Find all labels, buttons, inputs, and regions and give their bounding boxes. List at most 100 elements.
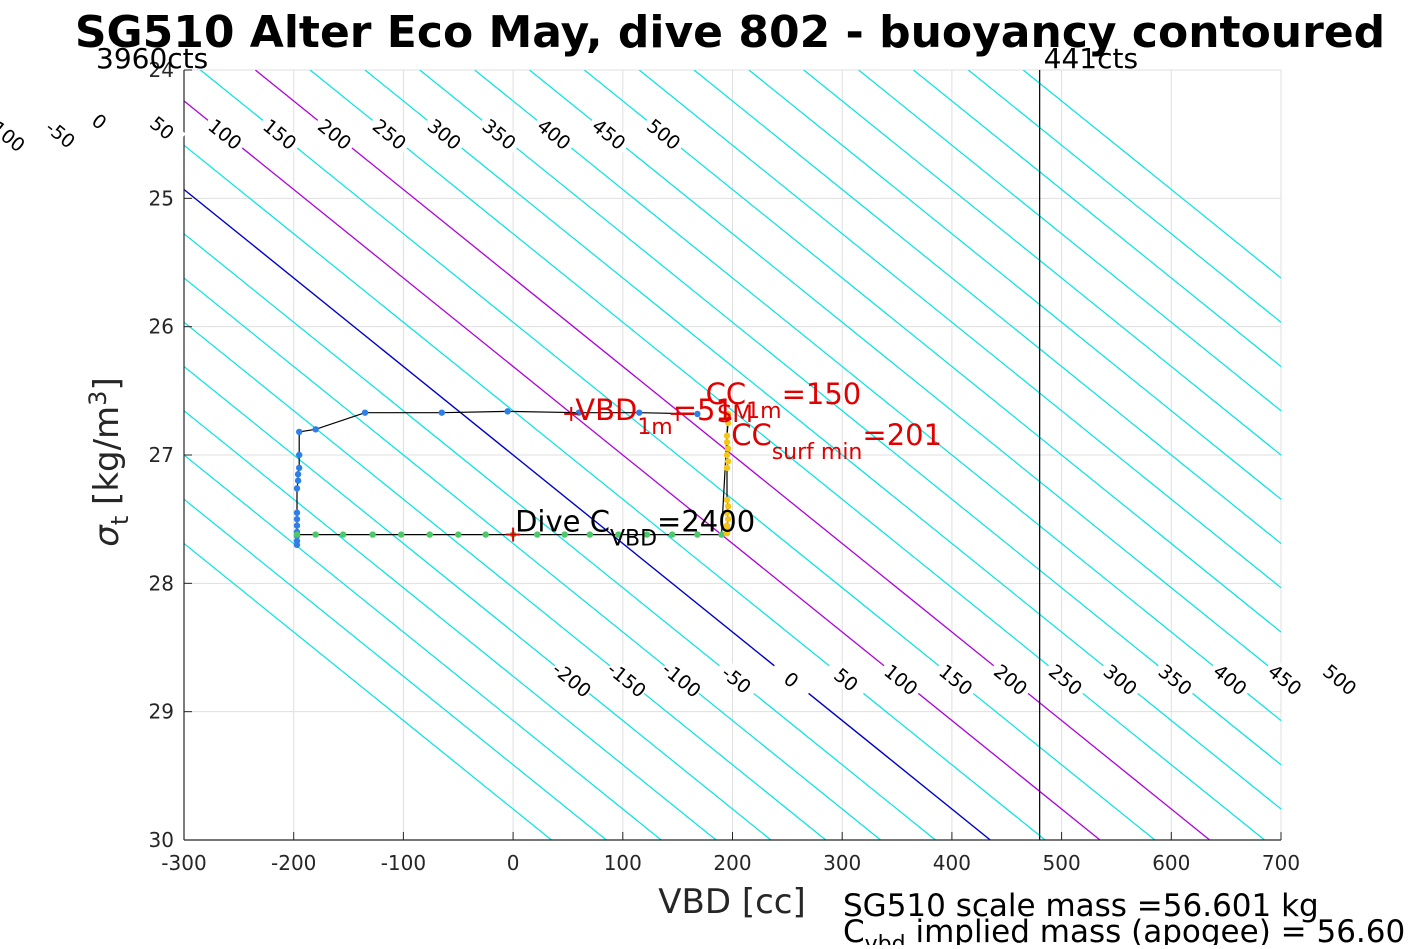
footer-cvbd-symbol: C [843,914,865,945]
contour-label-background [530,112,578,156]
buoyancy-contour [309,70,1265,840]
data-point [694,531,701,538]
footer-implied-mass: Cvbd implied mass (apogee) = 56.60 [843,914,1405,945]
dive-track-line [296,410,729,545]
contour-label-background [1042,657,1090,702]
data-point [561,531,568,538]
data-point [294,471,302,478]
contour-label-background [1152,657,1199,702]
data-point [295,464,303,472]
sm-annotation: SM [717,400,753,428]
data-point [723,438,731,446]
y-axis-unit: [kg/m [87,406,127,505]
buoyancy-contour [748,70,1281,501]
x-tick-label: 400 [933,851,971,875]
annotations: -400-350-300-250-200-150-100-50050100150… [0,42,1364,702]
vbd-limit-label: 3960cts [96,42,208,75]
contour-label-background [366,112,414,156]
buoyancy-contour [858,70,1281,412]
data-point [312,531,319,538]
data-point [723,432,731,439]
cc-surf-min-annotation: CCsurf min=201 [731,418,942,465]
contour-label-background [713,657,761,702]
buoyancy-contour [184,454,662,840]
data-point [586,531,594,538]
buoyancy-contour [184,321,827,840]
contour-label-background [311,112,359,156]
buoyancy-contour [200,70,1156,840]
buoyancy-contour [184,409,717,840]
y-axis-unit-exponent: 3 [84,391,112,406]
buoyancy-contour [693,70,1281,545]
data-point [293,515,301,523]
y-tick-label: 26 [149,315,174,339]
contour-label-background [76,99,123,143]
data-point [361,409,369,416]
data-point [724,515,732,523]
vbd-1m-annotation: VBD1m=51 [575,393,734,440]
data-point [718,531,725,538]
contour-label-background [768,657,815,702]
contour-label-background [877,657,925,702]
data-point [312,426,319,433]
y-axis-subscript: t [106,516,134,525]
contour-label-background [640,112,688,156]
contour-label-background [0,112,30,156]
data-point [426,531,433,538]
data-point [723,509,731,516]
contour-label-background [548,657,596,702]
contour-label-background [1261,657,1309,702]
x-tick-label: -300 [161,851,206,875]
y-tick-label: 30 [149,828,174,852]
contour-label-background [932,657,980,702]
buoyancy-contour [184,498,607,840]
x-tick-label: 300 [823,851,861,875]
y-tick-label: 25 [149,186,174,210]
chart-title: SG510 Alter Eco May, dive 802 - buoyancy… [75,7,1385,58]
data-point [636,409,643,416]
contour-label-background [1316,657,1364,702]
dive-track [296,410,729,545]
buoyancy-contours [184,70,1281,840]
buoyancy-contour [967,70,1281,324]
x-tick-label: 600 [1152,851,1190,875]
data-point [723,451,731,459]
reference-contour [184,100,1101,840]
data-point [724,419,732,427]
x-tick-label: 500 [1043,851,1081,875]
buoyancy-contour [184,144,1046,840]
data-point [398,531,405,538]
buoyancy-contour [184,232,936,840]
buoyancy-contour [474,70,1281,722]
contour-label-background [37,112,84,156]
x-tick-label: 200 [713,851,751,875]
data-point [504,408,511,415]
buoyancy-contour [638,70,1281,589]
data-point [534,531,541,538]
contour-label-background [256,112,304,156]
data-point [339,531,347,538]
y-axis-unit-close: ] [87,377,127,390]
buoyancy-contour [803,70,1281,456]
contour-label-background [201,112,249,156]
axes: -300 -200 -100 0 100 200 300 400 500 600 700 24 25 26… [149,58,1301,875]
data-point [723,464,731,472]
data-point [295,428,303,436]
contour-label-background [658,657,706,702]
x-tick-label: -100 [381,851,426,875]
buoyancy-contour [184,542,552,840]
y-tick-label: 27 [149,443,174,467]
data-point [455,531,462,538]
vbd-limit-label: 441cts [1044,42,1138,75]
contour-label-background [603,657,651,702]
data-point [369,531,376,538]
contour-label-background [138,106,186,150]
buoyancy-contour [584,70,1281,633]
buoyancy-contour [419,70,1281,766]
data-point [694,410,701,418]
contour-label-background [475,112,523,156]
data-point [615,531,622,538]
contour-label-background [421,112,468,156]
footer-scale-mass: SG510 scale mass =56.601 kg [843,888,1319,924]
data-point [293,541,301,549]
